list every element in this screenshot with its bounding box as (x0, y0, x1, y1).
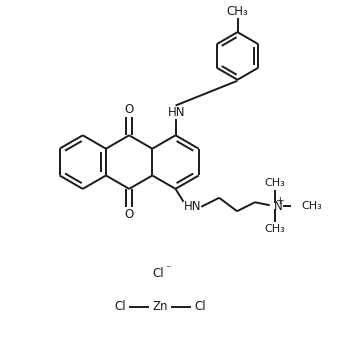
Text: +: + (276, 196, 285, 206)
Text: CH₃: CH₃ (301, 201, 322, 211)
Text: O: O (125, 103, 134, 116)
Text: CH₃: CH₃ (264, 179, 285, 189)
Text: Cl: Cl (115, 300, 126, 313)
Text: O: O (125, 208, 134, 221)
Text: HN: HN (168, 106, 185, 119)
Text: HN: HN (184, 200, 201, 213)
Text: ⁻: ⁻ (165, 264, 171, 274)
Text: Cl: Cl (194, 300, 206, 313)
Text: Cl: Cl (152, 267, 164, 280)
Text: CH₃: CH₃ (227, 5, 249, 18)
Text: CH₃: CH₃ (264, 224, 285, 234)
Text: Zn: Zn (152, 300, 168, 313)
Text: N: N (274, 200, 282, 213)
